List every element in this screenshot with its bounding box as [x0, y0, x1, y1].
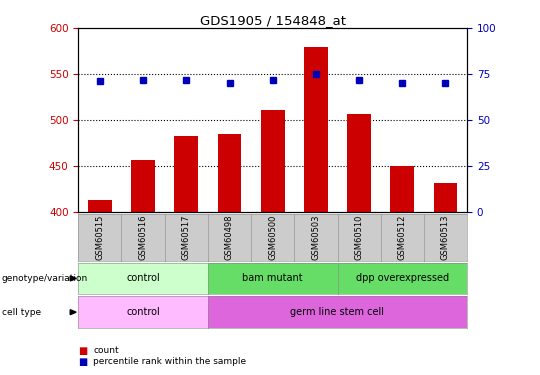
Text: count: count: [93, 346, 119, 355]
Text: GSM60515: GSM60515: [96, 214, 104, 260]
Text: GSM60498: GSM60498: [225, 214, 234, 260]
Polygon shape: [70, 276, 76, 281]
Text: GSM60516: GSM60516: [139, 214, 147, 260]
Text: germ line stem cell: germ line stem cell: [291, 307, 384, 317]
Text: bam mutant: bam mutant: [242, 273, 303, 284]
Text: genotype/variation: genotype/variation: [2, 274, 88, 283]
Text: control: control: [126, 273, 160, 284]
Text: dpp overexpressed: dpp overexpressed: [356, 273, 449, 284]
Text: GSM60517: GSM60517: [182, 214, 191, 260]
Bar: [131, 159, 155, 212]
Text: GSM60513: GSM60513: [441, 214, 450, 260]
Text: ■: ■: [78, 346, 87, 355]
Bar: [88, 200, 112, 212]
Text: GSM60500: GSM60500: [268, 214, 277, 260]
Bar: [347, 114, 371, 212]
Bar: [261, 110, 285, 212]
Bar: [174, 136, 198, 212]
Bar: [218, 134, 241, 212]
Title: GDS1905 / 154848_at: GDS1905 / 154848_at: [200, 14, 346, 27]
Text: cell type: cell type: [2, 308, 40, 316]
Text: percentile rank within the sample: percentile rank within the sample: [93, 357, 247, 366]
Text: control: control: [126, 307, 160, 317]
Text: GSM60510: GSM60510: [355, 214, 363, 260]
Text: ■: ■: [78, 357, 87, 367]
Text: GSM60503: GSM60503: [312, 214, 320, 260]
Bar: [434, 183, 457, 212]
Bar: [304, 46, 328, 212]
Bar: [390, 166, 414, 212]
Polygon shape: [70, 310, 76, 315]
Text: GSM60512: GSM60512: [398, 214, 407, 260]
